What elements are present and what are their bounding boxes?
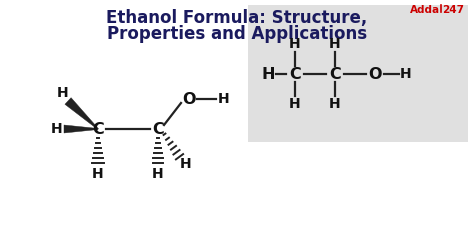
Text: H: H: [329, 37, 341, 51]
Text: C: C: [289, 67, 301, 82]
Text: H: H: [261, 67, 275, 82]
Text: O: O: [182, 91, 196, 106]
Text: H: H: [51, 122, 63, 136]
Text: Properties and Applications: Properties and Applications: [107, 25, 367, 43]
Text: H: H: [289, 97, 301, 111]
Text: H: H: [92, 167, 104, 181]
Text: 247: 247: [442, 5, 464, 15]
Polygon shape: [64, 125, 98, 133]
Text: H: H: [218, 92, 230, 106]
Text: H: H: [57, 86, 69, 100]
Text: O: O: [368, 67, 382, 82]
Text: C: C: [152, 122, 164, 137]
Bar: [248, 5, 468, 142]
Text: Ethanol Formula: Structure,: Ethanol Formula: Structure,: [106, 9, 368, 27]
Text: H: H: [400, 67, 412, 81]
Polygon shape: [65, 98, 98, 129]
Text: H: H: [289, 37, 301, 51]
Text: H: H: [180, 157, 192, 171]
Text: C: C: [92, 122, 104, 137]
Text: H: H: [329, 97, 341, 111]
Text: C: C: [329, 67, 341, 82]
Text: H: H: [152, 167, 164, 181]
Text: Adda: Adda: [410, 5, 440, 15]
